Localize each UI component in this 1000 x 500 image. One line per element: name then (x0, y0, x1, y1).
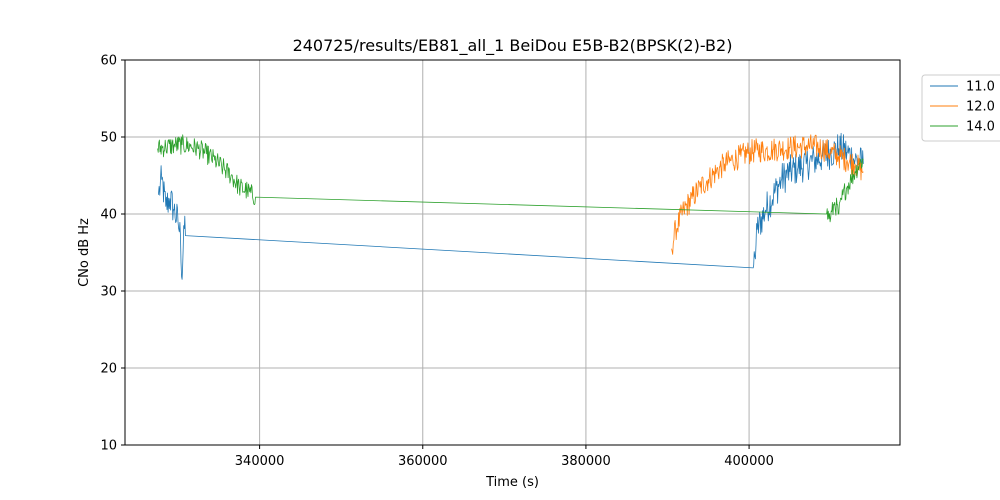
legend-label-12: 12.0 (966, 100, 995, 115)
x-tick-label: 340000 (235, 454, 285, 469)
y-tick-label: 30 (100, 285, 117, 300)
plot-area-frame (124, 59, 901, 446)
y-tick-label: 60 (100, 54, 117, 69)
x-tick-label: 400000 (724, 454, 774, 469)
series-line-14.0 (157, 134, 864, 223)
series-layer (157, 132, 864, 280)
series-line-12.0 (671, 134, 864, 255)
legend-label-14: 14.0 (966, 120, 995, 135)
x-tick-label: 360000 (398, 454, 448, 469)
legend-box (921, 74, 1000, 142)
chart-title: 240725/results/EB81_all_1 BeiDou E5B-B2(… (293, 36, 733, 56)
x-tick-label: 380000 (561, 454, 611, 469)
x-axis-title: Time (s) (485, 475, 539, 490)
legend: 11.0 12.0 14.0 (921, 74, 1000, 142)
y-axis-title: CNo dB Hz (77, 218, 92, 287)
y-tick-label: 10 (100, 439, 117, 454)
axis-ticks: 340000 360000 380000 400000 10 20 30 40 50 60 (100, 54, 773, 470)
y-tick-label: 20 (100, 362, 117, 377)
y-tick-label: 50 (100, 131, 117, 146)
y-tick-label: 40 (100, 208, 117, 223)
legend-label-11: 11.0 (966, 80, 995, 95)
